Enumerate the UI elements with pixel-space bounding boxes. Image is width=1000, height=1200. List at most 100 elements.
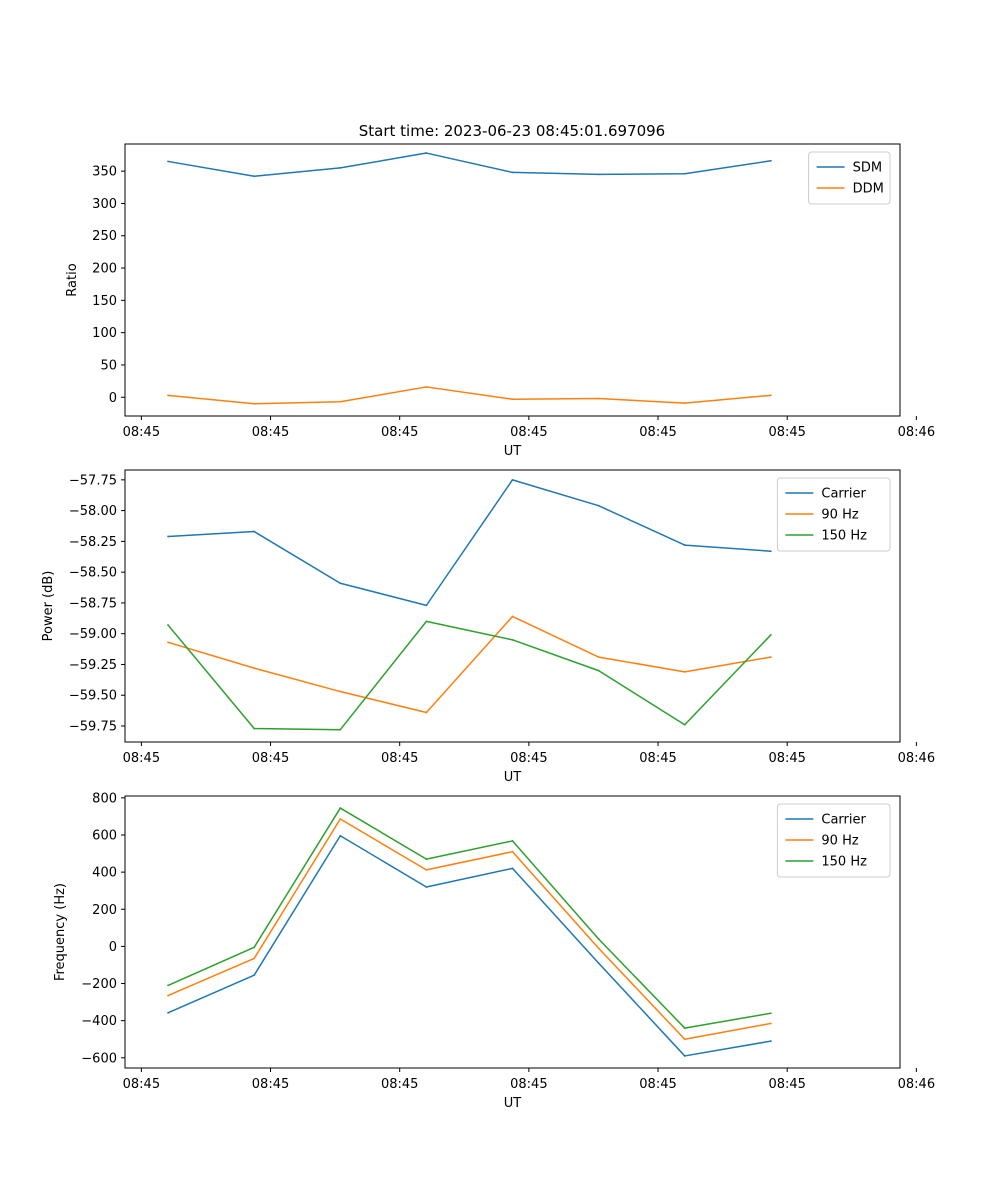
y-axis-label: Ratio xyxy=(65,263,80,296)
data-point-150-hz xyxy=(253,946,256,949)
data-point-90-hz xyxy=(597,947,600,950)
y-tick-label: −59.50 xyxy=(69,689,117,704)
y-tick-label: −59.00 xyxy=(69,627,117,642)
data-point-90-hz xyxy=(511,850,514,853)
series-line-90-hz xyxy=(167,615,771,714)
data-point-carrier xyxy=(339,582,342,585)
data-point-ddm xyxy=(683,402,686,404)
y-axis-label: Frequency (Hz) xyxy=(53,883,68,981)
data-point-sdm xyxy=(511,171,514,174)
data-point-carrier xyxy=(167,1011,169,1014)
legend-box xyxy=(776,477,891,552)
data-point-carrier xyxy=(769,1040,772,1042)
y-tick-label: −58.00 xyxy=(69,504,117,519)
data-point-carrier xyxy=(597,504,600,507)
x-tick-label: 08:45 xyxy=(252,751,289,766)
legend: Carrier 90 Hz 150 Hz xyxy=(776,803,891,878)
plot-frame-ratio xyxy=(124,143,901,417)
data-point-150-hz xyxy=(511,840,514,842)
data-point-carrier xyxy=(597,962,600,964)
data-point-150-hz xyxy=(167,624,169,626)
data-point-ddm xyxy=(253,402,256,405)
x-tick-label: 08:46 xyxy=(898,425,935,440)
data-point-150-hz xyxy=(769,634,772,636)
data-point-90-hz xyxy=(339,690,342,693)
y-axis-label: Power (dB) xyxy=(41,571,56,642)
data-point-ddm xyxy=(339,400,342,403)
y-tick-label: −59.25 xyxy=(69,658,117,673)
x-tick-label: 08:45 xyxy=(123,751,160,766)
y-tick-label: 800 xyxy=(92,791,117,806)
data-point-carrier xyxy=(683,1055,686,1057)
x-tick-label: 08:45 xyxy=(510,751,547,766)
data-point-carrier xyxy=(683,544,686,546)
data-point-150-hz xyxy=(597,669,600,672)
x-tick-label: 08:45 xyxy=(639,1077,676,1092)
data-point-90-hz xyxy=(425,711,428,714)
x-tick-label: 08:45 xyxy=(510,425,547,440)
data-point-90-hz xyxy=(425,868,428,871)
data-point-carrier xyxy=(253,974,256,977)
data-point-90-hz xyxy=(683,1038,686,1041)
x-tick-label: 08:45 xyxy=(381,425,418,440)
x-tick-label: 08:45 xyxy=(381,751,418,766)
x-tick-label: 08:46 xyxy=(898,751,935,766)
x-tick-label: 08:45 xyxy=(123,425,160,440)
x-tick-label: 08:45 xyxy=(639,751,676,766)
data-point-carrier xyxy=(425,886,428,888)
y-tick-label: −59.75 xyxy=(69,720,117,735)
series-line-150-hz xyxy=(167,807,771,1029)
legend-box xyxy=(808,151,891,205)
y-tick-label: 50 xyxy=(100,358,117,373)
figure-title: Start time: 2023-06-23 08:45:01.697096 xyxy=(359,122,665,140)
data-point-sdm xyxy=(683,172,686,175)
data-point-sdm xyxy=(425,152,428,154)
data-point-150-hz xyxy=(597,938,600,940)
data-point-150-hz xyxy=(511,638,514,641)
data-point-carrier xyxy=(167,535,169,538)
x-axis-label: UT xyxy=(504,1096,522,1111)
plot-frame-power xyxy=(124,469,901,743)
chart-panel-ratio: 0 50 100 150 200 250 300 350 08:45 08:45 08:45 08:4… xyxy=(65,143,935,459)
data-point-90-hz xyxy=(683,670,686,673)
y-tick-label: 200 xyxy=(92,262,117,277)
legend: SDM DDM xyxy=(808,151,891,205)
data-point-ddm xyxy=(167,394,169,397)
legend-label: DDM xyxy=(853,182,884,197)
data-point-ddm xyxy=(425,386,428,388)
legend-label: 150 Hz xyxy=(821,529,867,544)
series-line-90-hz xyxy=(167,818,771,1040)
legend-label: 150 Hz xyxy=(821,855,867,870)
legend-label: Carrier xyxy=(821,487,866,502)
data-point-90-hz xyxy=(167,994,169,997)
legend-label: SDM xyxy=(853,161,882,176)
data-point-ddm xyxy=(511,398,514,401)
data-point-sdm xyxy=(167,160,169,163)
data-point-90-hz xyxy=(339,818,342,820)
y-tick-label: 250 xyxy=(92,229,117,244)
data-point-sdm xyxy=(253,175,256,178)
data-point-90-hz xyxy=(769,656,772,658)
data-point-ddm xyxy=(769,394,772,397)
data-point-150-hz xyxy=(339,728,342,731)
data-point-90-hz xyxy=(511,615,514,618)
y-tick-label: 0 xyxy=(109,391,117,406)
y-tick-label: −600 xyxy=(81,1051,117,1066)
y-tick-label: 100 xyxy=(92,326,117,341)
data-point-90-hz xyxy=(597,656,600,658)
x-tick-label: 08:45 xyxy=(252,425,289,440)
y-tick-label: 300 xyxy=(92,197,117,212)
legend-label: Carrier xyxy=(821,813,866,828)
x-tick-label: 08:45 xyxy=(123,1077,160,1092)
y-tick-label: −58.25 xyxy=(69,535,117,550)
chart-panel-power: −59.75 −59.50 −59.25 −59.00 −58.75 −58.50 −58.… xyxy=(41,469,935,785)
data-point-carrier xyxy=(253,530,256,533)
data-point-90-hz xyxy=(253,667,256,670)
data-point-carrier xyxy=(769,550,772,553)
x-axis-label: UT xyxy=(504,444,522,459)
x-tick-label: 08:45 xyxy=(252,1077,289,1092)
data-point-sdm xyxy=(597,173,600,176)
y-tick-label: −400 xyxy=(81,1014,117,1029)
legend: Carrier 90 Hz 150 Hz xyxy=(776,477,891,552)
data-point-90-hz xyxy=(167,641,169,644)
